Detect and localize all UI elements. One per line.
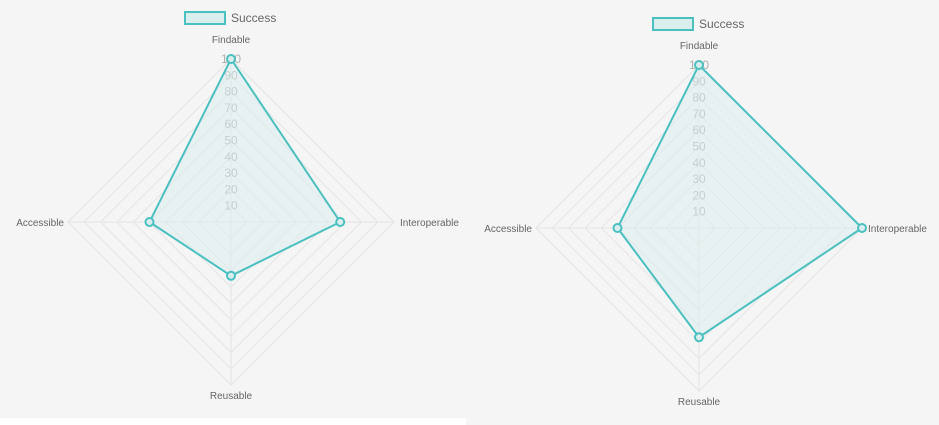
radar-chart-right-panel: Success102030405060708090100FindableInte…	[466, 0, 939, 425]
radar-chart-right: Success102030405060708090100FindableInte…	[484, 17, 927, 408]
axis-labels: Findable Interoperable Reusable Accessible	[16, 35, 459, 402]
axis-label: Accessible	[16, 218, 64, 229]
radar-chart-left: Success102030405060708090100FindableInte…	[16, 11, 459, 402]
legend[interactable]: Success	[652, 17, 744, 31]
legend-swatch	[184, 11, 226, 25]
axis-labels: Findable Interoperable Reusable Accessible	[484, 41, 927, 408]
axis-label: Reusable	[210, 391, 253, 402]
legend-label: Success	[231, 11, 276, 25]
axis-label: Accessible	[484, 224, 532, 235]
series-success	[612, 60, 867, 343]
data-point[interactable]	[612, 223, 623, 233]
series-area	[148, 57, 342, 277]
data-point[interactable]	[226, 270, 236, 281]
axis-label: Interoperable	[400, 218, 459, 229]
data-point[interactable]	[694, 60, 704, 70]
axis-label: Reusable	[678, 397, 721, 408]
axis-label: Interoperable	[868, 224, 927, 235]
legend-label: Success	[699, 17, 744, 31]
data-point[interactable]	[857, 223, 867, 233]
data-point[interactable]	[335, 217, 346, 227]
series-success	[144, 54, 346, 281]
data-point[interactable]	[694, 332, 704, 343]
data-point[interactable]	[226, 54, 236, 64]
axis-label: Findable	[680, 41, 719, 52]
legend[interactable]: Success	[184, 11, 276, 25]
series-area	[616, 63, 864, 339]
legend-swatch	[652, 17, 694, 31]
axis-label: Findable	[212, 35, 251, 46]
data-point[interactable]	[144, 217, 155, 227]
radar-chart-left-panel: Success102030405060708090100FindableInte…	[0, 0, 466, 418]
